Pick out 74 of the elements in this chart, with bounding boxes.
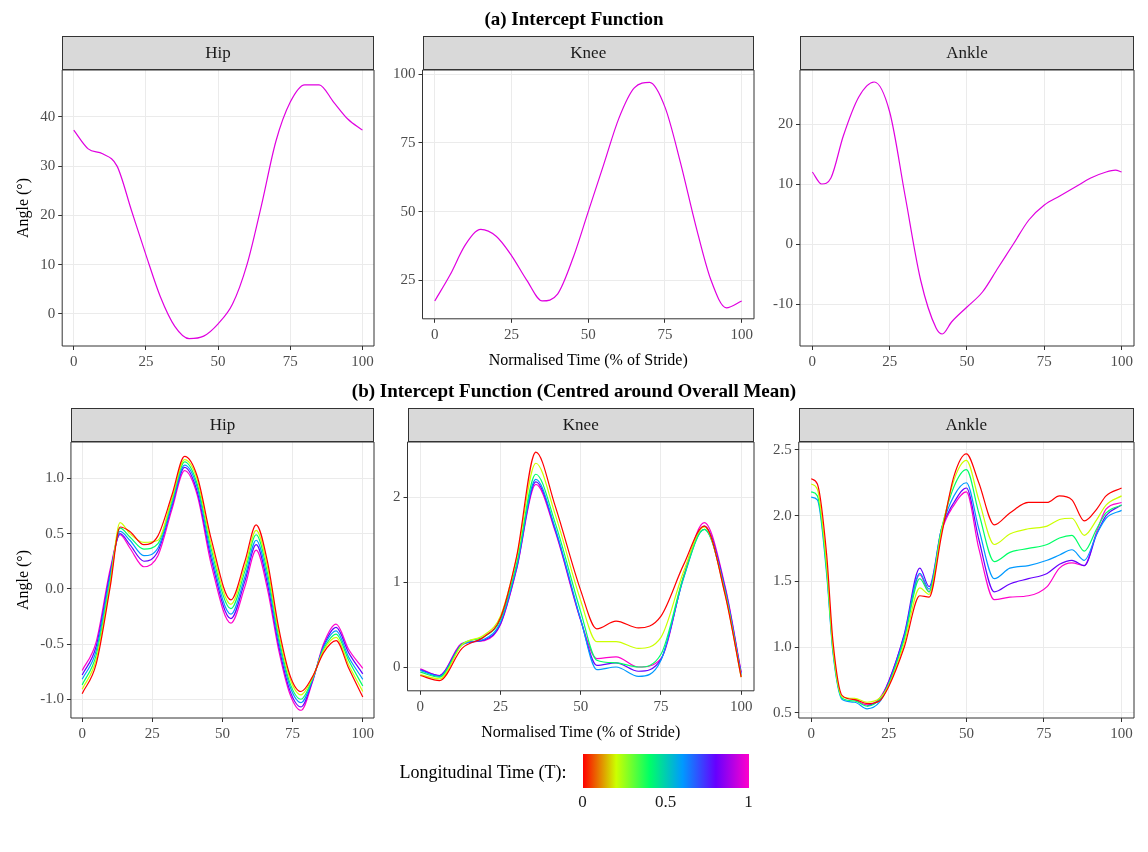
y-tick-label: 25: [400, 271, 416, 288]
chart-title: Knee: [407, 408, 754, 442]
x-tick-label: 50: [580, 325, 596, 342]
chart-title: Ankle: [798, 408, 1134, 442]
x-tick-label: 100: [351, 724, 375, 741]
x-tick-label: 25: [504, 325, 520, 342]
x-tick-label: 0: [78, 724, 86, 741]
y-tick-label: 10: [40, 255, 56, 272]
chart-subtitle: (a) Intercept Function: [483, 8, 665, 31]
x-tick-label: 0: [431, 325, 439, 342]
x-tick-label: 25: [144, 724, 160, 741]
y-tick-label: 2.5: [773, 440, 792, 457]
x-tick-label: 100: [1110, 352, 1133, 369]
y-tick-label: 20: [778, 114, 793, 131]
x-tick-label: 75: [1036, 724, 1052, 741]
y-tick-label: 0.0: [45, 579, 64, 596]
y-tick-label: -1.0: [40, 690, 64, 707]
chart-title: Ankle: [799, 36, 1134, 70]
chart-subtitle: (b) Intercept Function (Centred around Overall Mean): [350, 380, 798, 403]
y-tick-label: 1.0: [773, 637, 792, 654]
line-series: [811, 81, 1123, 335]
line-series: [434, 81, 743, 309]
x-tick-label: 25: [138, 352, 154, 369]
chart-title: Hip: [70, 408, 374, 442]
line-series: [73, 84, 364, 340]
y-tick-label: 40: [40, 107, 56, 124]
x-tick-label: 25: [881, 724, 897, 741]
chart-title: Knee: [422, 36, 754, 70]
x-tick-label: 50: [210, 352, 226, 369]
x-tick-label: 75: [653, 697, 669, 714]
y-tick-label: 30: [40, 157, 56, 174]
y-axis-title: Angle (°): [13, 549, 32, 611]
y-tick-label: 1.0: [45, 469, 64, 486]
x-tick-label: 75: [657, 325, 673, 342]
y-tick-label: 1.5: [773, 572, 792, 589]
x-tick-label: 100: [1110, 724, 1133, 741]
x-tick-label: 50: [214, 724, 230, 741]
x-tick-label: 75: [1036, 352, 1052, 369]
y-tick-label: 0: [785, 234, 793, 251]
y-tick-label: 1: [393, 573, 401, 590]
y-tick-label: 2: [393, 488, 401, 505]
x-axis-title: Normalised Time (% of Stride): [481, 722, 681, 741]
x-tick-label: 50: [959, 352, 975, 369]
x-tick-label: 50: [573, 697, 589, 714]
y-tick-label: 75: [400, 133, 416, 150]
y-axis-title: Angle (°): [13, 177, 32, 239]
x-tick-label: 100: [730, 325, 753, 342]
x-tick-label: 75: [282, 352, 298, 369]
y-tick-label: 0: [47, 304, 56, 321]
color-bar-label: 0: [577, 792, 588, 812]
y-tick-label: 0.5: [773, 703, 792, 720]
y-tick-label: -10: [773, 294, 793, 311]
color-bar-title: Longitudinal Time (T):: [399, 762, 567, 783]
x-tick-label: 25: [493, 697, 509, 714]
x-tick-label: 100: [351, 352, 374, 369]
chart-title: Hip: [62, 36, 374, 70]
x-tick-label: 75: [285, 724, 301, 741]
y-tick-label: 0: [393, 657, 401, 674]
x-tick-label: 0: [70, 352, 78, 369]
y-tick-label: 0.5: [45, 524, 64, 541]
y-tick-label: -0.5: [40, 634, 64, 651]
x-tick-label: 0: [808, 352, 817, 369]
x-tick-label: 0: [807, 724, 815, 741]
y-tick-label: 2.0: [773, 506, 792, 523]
x-axis-title: Normalised Time (% of Stride): [488, 350, 688, 369]
y-tick-label: 100: [393, 65, 416, 82]
y-tick-label: 10: [778, 174, 793, 191]
color-bar-label: 1: [743, 792, 754, 812]
x-tick-label: 100: [729, 697, 753, 714]
x-tick-label: 50: [958, 724, 974, 741]
y-tick-label: 20: [40, 206, 56, 223]
color-bar-label: 0.5: [653, 792, 678, 812]
x-tick-label: 25: [882, 352, 898, 369]
y-tick-label: 50: [400, 202, 416, 219]
